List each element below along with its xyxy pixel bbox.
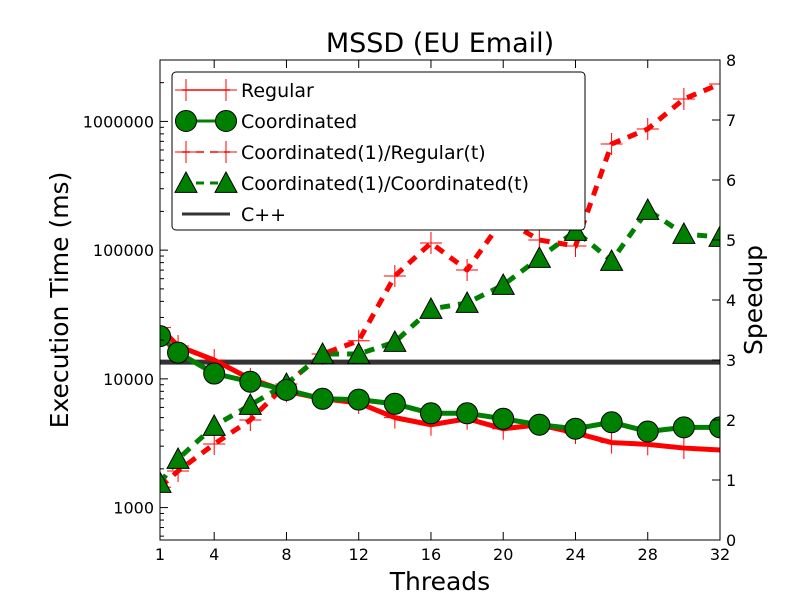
y-left-tick-label: 1000000 [83, 112, 154, 131]
x-tick-label: 20 [493, 545, 513, 564]
x-tick-label: 24 [565, 545, 585, 564]
y-right-tick-label: 5 [726, 231, 736, 250]
legend-label: C++ [241, 204, 286, 226]
legend-entry: Regular [175, 79, 314, 102]
circle-marker [600, 411, 623, 434]
triangle-marker [383, 329, 407, 352]
circle-marker [215, 110, 237, 132]
series-markers-coordinated-1-coordinated-t- [160, 197, 720, 493]
x-tick-label: 32 [710, 545, 730, 564]
triangle-marker [672, 221, 696, 244]
triangle-marker [491, 272, 516, 295]
x-tick-label: 28 [638, 545, 658, 564]
triangle-marker [708, 224, 720, 247]
triangle-marker [599, 248, 624, 271]
triangle-marker [635, 197, 660, 220]
legend-entry: Coordinated(1)/Regular(t) [175, 141, 486, 164]
circle-marker [203, 362, 226, 385]
x-tick-label: 16 [421, 545, 441, 564]
y-axis-left-label: Execution Time (ms) [45, 172, 74, 429]
circle-marker [672, 416, 695, 439]
y-right-tick-label: 2 [726, 411, 736, 430]
triangle-marker [455, 290, 479, 313]
circle-marker [275, 378, 298, 401]
circle-marker [564, 417, 587, 440]
y-right-tick-label: 8 [726, 51, 736, 70]
triangle-marker [160, 470, 172, 493]
y-left-tick-label: 100000 [93, 241, 154, 260]
circle-marker [239, 370, 262, 393]
triangle-marker [419, 296, 443, 319]
circle-marker [709, 416, 720, 439]
circle-marker [175, 110, 197, 132]
y-right-tick-label: 3 [726, 351, 736, 370]
y-left-tick-label: 10000 [103, 370, 154, 389]
triangle-marker [166, 446, 190, 469]
y-left-tick-label: 1000 [113, 499, 154, 518]
series-markers-coordinated [160, 325, 720, 443]
legend-box [171, 71, 586, 231]
y-right-tick-label: 0 [726, 531, 736, 550]
triangle-marker [214, 170, 238, 193]
triangle-marker [174, 170, 198, 193]
triangle-marker [527, 245, 552, 268]
y-axis-right-label: Speedup [739, 245, 768, 355]
circle-marker [311, 387, 334, 410]
circle-marker [347, 388, 370, 411]
chart-title: MSSD (EU Email) [326, 28, 554, 59]
circle-marker [636, 420, 659, 443]
axis-ticks: 1 4 8 12 16 20 24 28 321000100001000001000000012… [83, 51, 736, 564]
legend-label: Coordinated [241, 111, 357, 133]
plot-series-group [160, 73, 720, 499]
circle-marker [167, 341, 190, 364]
y-right-tick-label: 4 [726, 291, 736, 310]
legend-label: Regular [241, 80, 314, 102]
legend-entry: C++ [182, 204, 286, 226]
x-tick-label: 12 [349, 545, 369, 564]
triangle-marker [310, 341, 335, 364]
y-right-tick-label: 1 [726, 471, 736, 490]
triangle-marker [238, 392, 263, 415]
x-tick-label: 4 [209, 545, 219, 564]
legend: Regular Coordinated Coordinated(1)/Regular… [171, 71, 586, 231]
circle-marker [528, 413, 551, 436]
circle-marker [492, 407, 515, 430]
x-tick-label: 8 [281, 545, 291, 564]
legend-entry: Coordinated(1)/Coordinated(t) [174, 170, 529, 195]
legend-label: Coordinated(1)/Regular(t) [241, 142, 486, 164]
legend-entry: Coordinated [175, 110, 357, 133]
legend-label: Coordinated(1)/Coordinated(t) [241, 173, 529, 195]
y-right-tick-label: 7 [726, 111, 736, 130]
triangle-marker [346, 341, 371, 364]
circle-marker [383, 392, 406, 415]
x-tick-label: 1 [155, 545, 165, 564]
x-axis-label: Threads [389, 567, 490, 596]
y-right-tick-label: 6 [726, 171, 736, 190]
series-coordinated-1-regular-t- [160, 81, 720, 490]
triangle-marker [202, 413, 227, 436]
circle-marker [456, 402, 479, 425]
series-line [160, 81, 720, 490]
plot-area [160, 73, 720, 499]
circle-marker [160, 325, 171, 348]
circle-marker [419, 402, 442, 425]
